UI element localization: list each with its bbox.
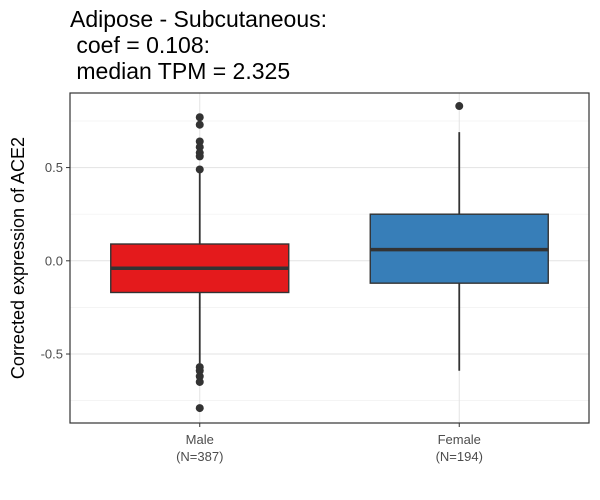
title-line-2: coef = 0.108: — [70, 32, 211, 58]
outlier-point — [195, 143, 204, 152]
panel-border — [69, 92, 590, 424]
axis-layer: -0.5 0.0 0.5 Male (N=387) Female (N=194) — [41, 160, 483, 464]
data-layer — [110, 102, 549, 413]
x-tick-count-label: (N=387) — [176, 449, 223, 464]
outlier-point — [195, 113, 204, 122]
x-tick-count-label: (N=194) — [436, 449, 483, 464]
outlier-point — [455, 102, 464, 111]
y-axis-title: Corrected expression of ACE2 — [8, 137, 28, 379]
title-line-1: Adipose - Subcutaneous: — [70, 6, 328, 32]
y-tick-label: 0.5 — [45, 160, 63, 175]
outlier-point — [195, 120, 204, 129]
y-tick-label: -0.5 — [41, 347, 63, 362]
outlier-point — [195, 377, 204, 386]
outlier-point — [195, 165, 204, 174]
outlier-point — [195, 152, 204, 161]
outlier-point — [195, 372, 204, 381]
title-line-3: median TPM = 2.325 — [70, 58, 291, 84]
chart-title: Adipose - Subcutaneous: coef = 0.108: me… — [70, 6, 327, 84]
outlier-point — [195, 137, 204, 146]
y-tick-label: 0.0 — [45, 253, 63, 268]
outlier-point — [195, 366, 204, 375]
x-tick-label: Female — [438, 432, 481, 447]
outlier-point — [195, 404, 204, 413]
x-tick-label: Male — [186, 432, 214, 447]
